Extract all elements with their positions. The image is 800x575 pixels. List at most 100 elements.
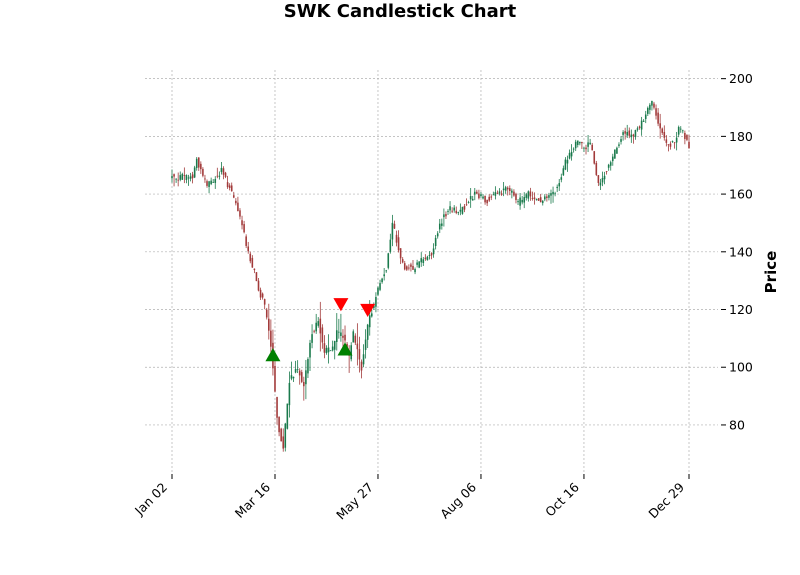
- candle-body: [245, 236, 247, 246]
- candle-body: [515, 193, 517, 200]
- buy-marker: [265, 348, 281, 362]
- candle: [278, 416, 280, 437]
- candle-body: [255, 272, 258, 282]
- candle-body: [496, 192, 499, 194]
- candle: [529, 187, 532, 201]
- candle: [197, 157, 200, 171]
- candle: [430, 252, 433, 260]
- candle: [467, 200, 470, 204]
- candles: [171, 100, 690, 452]
- candle: [327, 334, 330, 364]
- candle: [393, 220, 396, 230]
- candle-body: [251, 257, 254, 268]
- candle-body: [235, 200, 237, 204]
- candle: [523, 192, 526, 209]
- candle-body: [585, 147, 587, 150]
- candle: [245, 234, 247, 249]
- candle-body: [181, 174, 184, 180]
- candle-body: [682, 130, 684, 132]
- candle-body: [655, 108, 657, 116]
- candle-body: [498, 191, 501, 194]
- candle-body: [669, 143, 672, 147]
- candle: [183, 167, 186, 184]
- candle: [593, 150, 596, 165]
- candle-body: [216, 175, 219, 177]
- candle: [253, 268, 256, 274]
- candle-body: [581, 142, 583, 144]
- candle: [422, 256, 425, 266]
- candle: [235, 198, 237, 206]
- candle: [261, 292, 264, 300]
- candle-body: [566, 159, 569, 164]
- y-tick-label: 120: [729, 302, 753, 317]
- candle-body: [424, 257, 427, 259]
- candle-body: [626, 131, 629, 136]
- candle-body: [370, 313, 373, 317]
- candle: [397, 230, 400, 253]
- candle: [657, 108, 659, 127]
- candle: [677, 125, 680, 138]
- candle: [185, 174, 188, 184]
- candle: [665, 135, 668, 147]
- candle: [535, 198, 538, 201]
- candle-body: [546, 196, 548, 199]
- candle: [296, 360, 299, 374]
- candle-body: [259, 289, 262, 298]
- candle-body: [177, 179, 179, 181]
- candle-body: [257, 280, 260, 291]
- candle-body: [274, 365, 276, 392]
- candle: [418, 261, 420, 269]
- candle: [560, 173, 563, 183]
- buy-marker: [337, 342, 353, 356]
- candle-body: [653, 103, 655, 108]
- candle: [356, 323, 359, 366]
- candle: [432, 243, 435, 258]
- candle-body: [331, 346, 334, 351]
- candle: [434, 235, 437, 250]
- candle-body: [313, 330, 315, 332]
- candle-body: [679, 128, 682, 130]
- candle: [212, 179, 214, 183]
- candle: [416, 259, 418, 268]
- candle-body: [338, 331, 340, 333]
- candle: [659, 113, 661, 139]
- candle: [412, 259, 414, 271]
- candle: [377, 286, 379, 297]
- candle-body: [607, 164, 610, 168]
- candle-body: [461, 206, 464, 214]
- y-axis-label: Price: [762, 251, 780, 294]
- markers: [265, 298, 376, 362]
- candle: [181, 172, 184, 180]
- candle-body: [490, 196, 493, 198]
- candle: [389, 233, 392, 254]
- candle: [570, 144, 573, 161]
- candle-body: [208, 181, 210, 187]
- candle-body: [488, 196, 491, 201]
- y-tick-label: 140: [729, 244, 753, 259]
- candle: [366, 323, 369, 349]
- candle-body: [640, 120, 643, 130]
- candle: [583, 146, 585, 153]
- candle: [333, 340, 336, 360]
- candle-body: [620, 139, 622, 142]
- candle-body: [482, 196, 484, 199]
- candle: [556, 184, 558, 193]
- candle: [636, 126, 639, 132]
- candle-body: [387, 253, 390, 268]
- candle-body: [591, 144, 593, 151]
- candle: [399, 248, 402, 265]
- candle: [521, 195, 523, 205]
- candle-body: [335, 330, 338, 342]
- candle-body: [529, 191, 532, 197]
- candle: [447, 209, 449, 216]
- candle-body: [677, 127, 680, 135]
- candle-body: [589, 142, 591, 145]
- candle-body: [311, 334, 313, 343]
- candle: [459, 203, 462, 216]
- candle-body: [568, 152, 571, 159]
- candle-body: [307, 359, 309, 374]
- candle-body: [531, 197, 534, 199]
- candle-body: [197, 157, 200, 168]
- candle-body: [593, 151, 596, 164]
- candle-body: [579, 141, 581, 144]
